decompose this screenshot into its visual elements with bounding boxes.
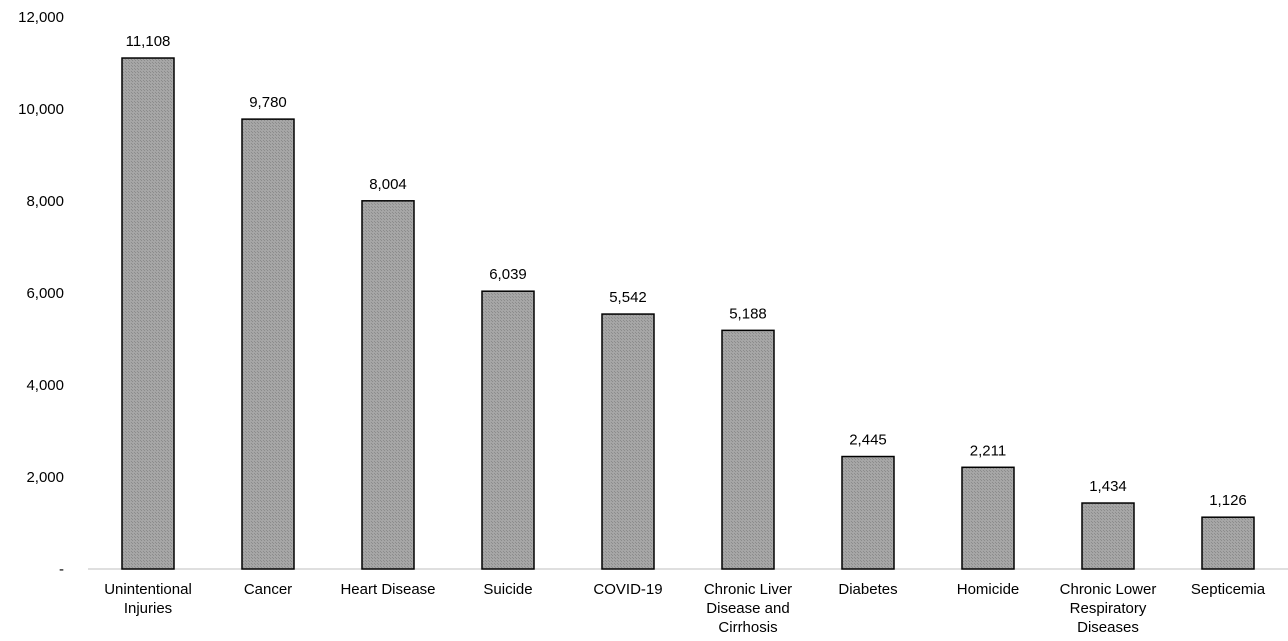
x-tick-label: Diseases bbox=[1077, 619, 1139, 636]
bar bbox=[362, 201, 414, 569]
bar bbox=[242, 119, 294, 569]
y-tick-label: 6,000 bbox=[26, 285, 64, 302]
data-label: 5,542 bbox=[609, 289, 647, 306]
y-tick-label: 10,000 bbox=[18, 101, 64, 118]
x-tick-label: Injuries bbox=[124, 600, 172, 617]
x-tick-label: Cancer bbox=[244, 581, 292, 598]
x-tick-label: Homicide bbox=[957, 581, 1020, 598]
data-label: 2,211 bbox=[970, 442, 1006, 459]
data-label: 5,188 bbox=[729, 305, 767, 322]
data-label: 6,039 bbox=[489, 266, 527, 283]
bar bbox=[1202, 517, 1254, 569]
y-tick-label: 12,000 bbox=[18, 9, 64, 26]
x-axis: Unintentional Injuries Cancer Heart Disease… bbox=[88, 569, 1288, 636]
x-tick-label: Chronic Lower bbox=[1060, 581, 1157, 598]
bar bbox=[842, 457, 894, 569]
x-tick-label: Respiratory bbox=[1070, 600, 1147, 617]
x-tick-label: Suicide bbox=[483, 581, 532, 598]
x-tick-label: Heart Disease bbox=[340, 581, 435, 598]
data-label: 11,108 bbox=[126, 33, 171, 50]
bar bbox=[482, 291, 534, 569]
y-tick-label: 8,000 bbox=[26, 193, 64, 210]
bars bbox=[122, 58, 1254, 569]
x-tick-label: Diabetes bbox=[838, 581, 897, 598]
x-tick-label: Septicemia bbox=[1191, 581, 1266, 598]
y-tick-label: 4,000 bbox=[26, 377, 64, 394]
data-label: 8,004 bbox=[369, 176, 407, 193]
bar bbox=[1082, 503, 1134, 569]
x-tick-label: COVID-19 bbox=[593, 581, 662, 598]
y-tick-label: 2,000 bbox=[26, 469, 64, 486]
y-tick-label: - bbox=[59, 561, 64, 578]
y-axis: - 2,000 4,000 6,000 8,000 10,000 12,000 bbox=[18, 9, 64, 578]
bar bbox=[722, 330, 774, 569]
data-label: 1,126 bbox=[1209, 492, 1247, 509]
x-tick-label: Unintentional bbox=[104, 581, 192, 598]
bar bbox=[962, 467, 1014, 569]
x-tick-label: Disease and bbox=[706, 600, 789, 617]
bar bbox=[602, 314, 654, 569]
data-label: 1,434 bbox=[1089, 478, 1127, 495]
data-label: 2,445 bbox=[849, 432, 887, 449]
data-label: 9,780 bbox=[249, 94, 287, 111]
bar bbox=[122, 58, 174, 569]
x-tick-label: Chronic Liver bbox=[704, 581, 792, 598]
x-tick-label: Cirrhosis bbox=[718, 619, 777, 636]
